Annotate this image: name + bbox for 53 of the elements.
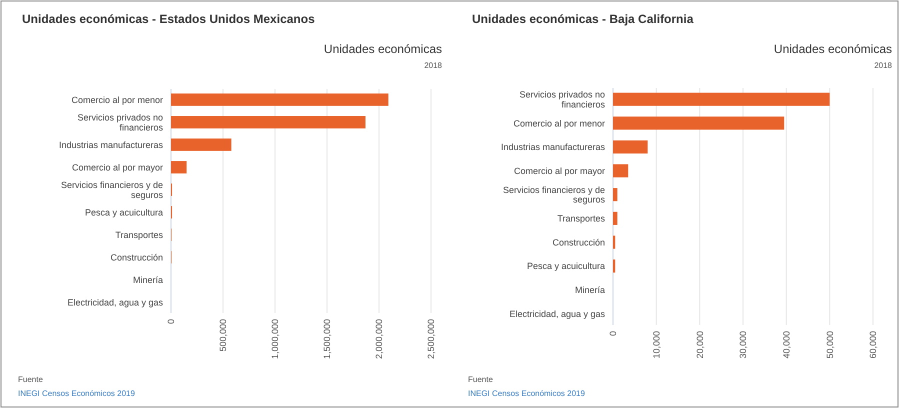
y-tick-label: Servicios privados no financieros [77,112,164,132]
bar [613,188,618,202]
x-tick-label: 50,000 [824,331,835,359]
chart-subtitle: Unidades económicas [324,42,442,56]
x-tick-label: 1,500,000 [322,319,332,360]
text: 2018 [874,61,893,70]
text: INEGI Censos Económicos 2019 [468,389,586,398]
x-tick-label: 40,000 [781,331,792,359]
x-tick-label: 2,500,000 [426,319,436,360]
y-tick-label: Industrias manufactureras [500,142,606,152]
x-tick-label: 10,000 [651,331,662,359]
y-tick-label: Comercio al por menor [513,118,605,128]
y-tick-label: Industrias manufactureras [58,140,164,150]
y-tick-label: Comercio al por mayor [72,162,163,172]
bar [171,138,232,151]
y-tick-label: Electricidad, agua y gas [67,297,164,308]
bar [613,92,830,106]
y-tick-label: Pesca y acuicultura [526,261,605,272]
bar [171,116,366,128]
y-tick-label: Transportes [115,230,164,240]
text: Fuente [18,375,44,384]
x-tick-label: 2,000,000 [374,319,384,360]
y-tick-label: Pesca y acuicultura [84,207,163,218]
x-tick-label: 20,000 [694,331,705,359]
y-tick-label: Minería [132,274,163,285]
text: INEGI Censos Económicos 2019 [18,389,136,398]
y-tick-label: Minería [574,285,605,296]
x-tick-label: 0 [166,319,176,324]
y-tick-label: Comercio al por mayor [514,166,605,176]
text: 2018 [424,61,443,70]
x-tick-label: 30,000 [738,331,748,359]
x-tick-label: 1,000,000 [270,319,280,360]
bar [613,164,628,178]
bar [613,140,648,154]
bar [171,94,388,106]
y-tick-label: Electricidad, agua y gas [509,308,606,319]
chart-title: Unidades económicas - Estados Unidos Mexicanos [22,12,316,26]
text: Fuente [468,375,494,384]
y-tick-label: Servicios financieros y de seguros [60,180,164,200]
y-tick-label: Construcción [110,252,163,262]
y-tick-label: Transportes [557,214,606,224]
y-tick-label: Servicios privados no financieros [519,90,606,110]
bar [613,212,618,225]
x-tick-label: 60,000 [868,331,878,359]
y-tick-label: Servicios financieros y de seguros [502,184,606,205]
x-tick-label: 500,000 [218,319,228,352]
chart-subtitle: Unidades económicas [774,42,892,56]
bar [613,116,784,130]
y-tick-label: Comercio al por menor [71,94,163,105]
y-tick-label: Construcción [552,237,605,248]
chart-title: Unidades económicas - Baja California [472,12,694,26]
bar [171,161,187,174]
x-tick-label: 0 [608,331,618,336]
